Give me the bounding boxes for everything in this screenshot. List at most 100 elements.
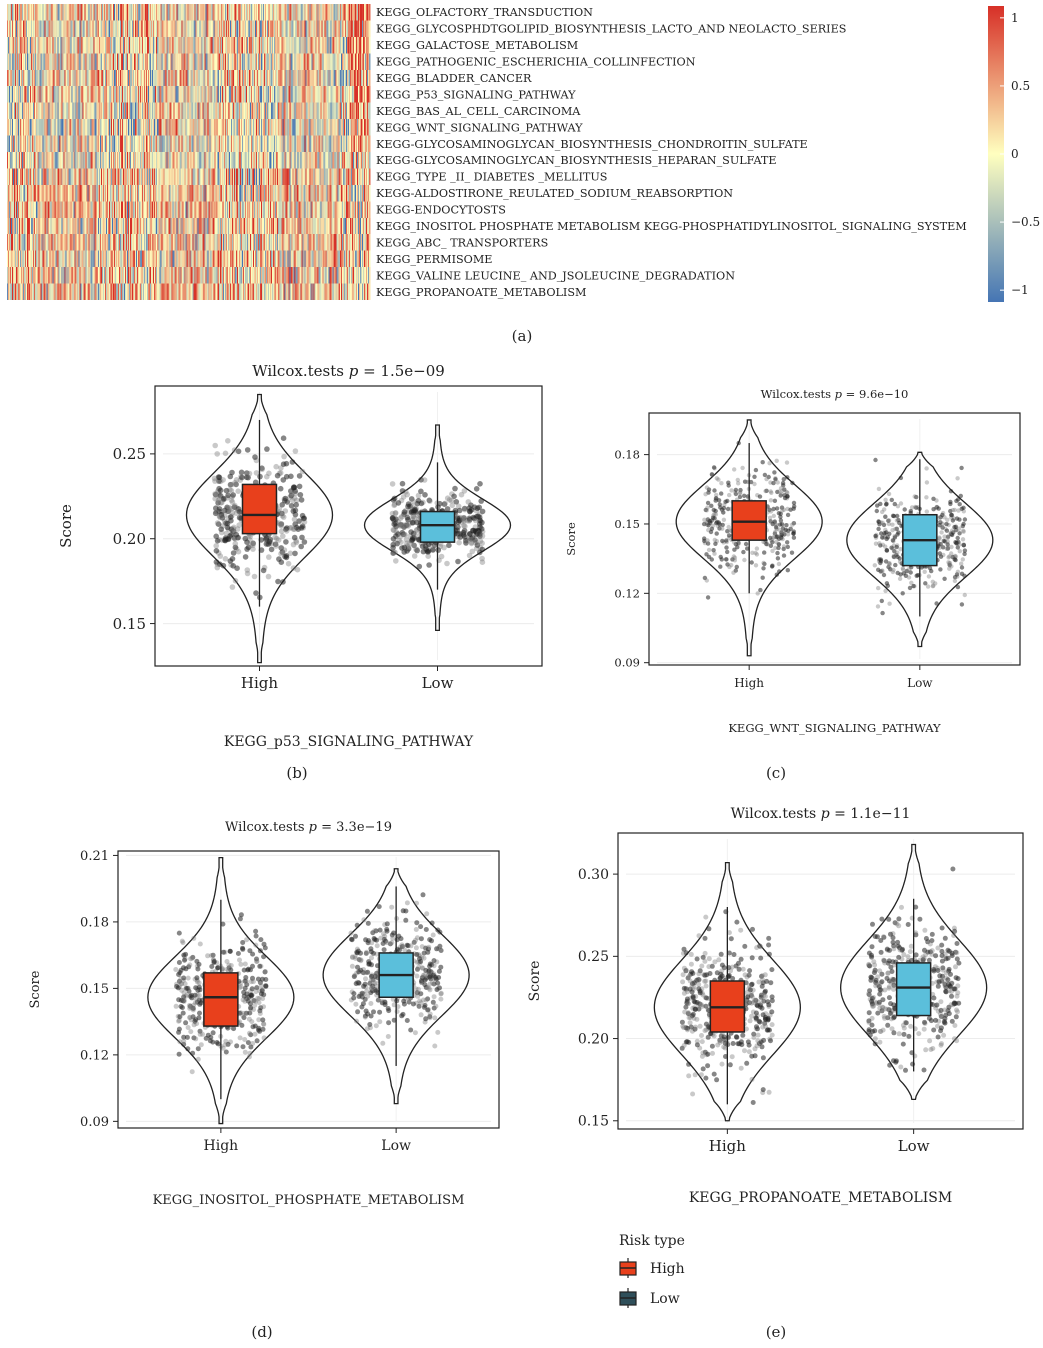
heatmap-cell [22, 135, 24, 153]
heatmap-cell [364, 135, 367, 153]
heatmap-cell [158, 102, 160, 120]
heatmap-cell [250, 36, 252, 54]
heatmap-cell [296, 201, 298, 218]
heatmap-cell [120, 20, 123, 38]
heatmap-cell [258, 36, 260, 54]
heatmap-cell [219, 53, 222, 70]
heatmap-cell [86, 184, 88, 202]
heatmap-cell [73, 201, 75, 218]
heatmap-cell [43, 168, 45, 186]
heatmap-cell [363, 20, 366, 38]
heatmap-cell [141, 217, 143, 235]
heatmap-cell [341, 201, 344, 218]
heatmap-cell [211, 102, 213, 120]
heatmap-cell [195, 217, 197, 235]
heatmap-cell [159, 86, 161, 103]
heatmap-cell [291, 135, 293, 153]
heatmap-cell [193, 36, 195, 54]
heatmap-cell [265, 217, 267, 235]
heatmap-cell [22, 53, 24, 70]
heatmap-cell [333, 119, 336, 136]
heatmap-cell [10, 217, 12, 235]
heatmap-cell [338, 152, 341, 169]
heatmap-cell [310, 53, 312, 70]
heatmap-cell [327, 53, 329, 70]
heatmap-cell [269, 152, 271, 169]
heatmap-cell [140, 4, 142, 21]
heatmap-cell [153, 135, 155, 153]
heatmap-cell [75, 102, 77, 120]
heatmap-cell [79, 86, 81, 103]
heatmap-cell [168, 217, 170, 235]
heatmap-cell [364, 69, 367, 87]
heatmap-cell [65, 152, 67, 169]
heatmap-cell [297, 119, 299, 136]
heatmap-cell [280, 201, 282, 218]
heatmap-cell [190, 217, 192, 235]
heatmap-cell [277, 217, 279, 235]
heatmap-cell [339, 20, 342, 38]
heatmap-cell [281, 102, 283, 120]
heatmap-cell [357, 69, 360, 87]
heatmap-cell [281, 152, 283, 169]
heatmap-cell [76, 20, 78, 38]
heatmap-cell [80, 86, 82, 103]
heatmap-cell [355, 36, 358, 54]
heatmap-cell [302, 217, 304, 235]
heatmap-cell [359, 4, 362, 21]
heatmap-cell [224, 69, 227, 87]
heatmap-cell [81, 201, 83, 218]
heatmap-cell [54, 86, 56, 103]
heatmap-cell [154, 102, 156, 120]
heatmap-cell [152, 53, 154, 70]
heatmap-cell [234, 201, 237, 218]
heatmap-cell [325, 36, 327, 54]
heatmap-cell [343, 152, 346, 169]
heatmap-cell [27, 168, 29, 186]
heatmap-cell [196, 168, 198, 186]
heatmap-cell [141, 86, 143, 103]
heatmap-cell [344, 4, 347, 21]
heatmap-cell [307, 36, 309, 54]
heatmap-cell [142, 102, 144, 120]
heatmap-cell [29, 20, 31, 38]
heatmap-cell [116, 69, 119, 87]
heatmap-cell [84, 86, 86, 103]
heatmap-cell [145, 184, 147, 202]
heatmap-cell [330, 119, 332, 136]
heatmap-cell [306, 168, 308, 186]
heatmap-cell [360, 119, 363, 136]
heatmap-cell [193, 135, 195, 153]
heatmap-cell [32, 168, 34, 186]
heatmap-cell [320, 135, 322, 153]
heatmap-cell [97, 36, 100, 54]
heatmap-cell [15, 86, 17, 103]
heatmap-cell [183, 135, 185, 153]
heatmap-cell [90, 184, 92, 202]
heatmap-cell [88, 168, 90, 186]
heatmap-cell [345, 152, 348, 169]
heatmap-cell [184, 86, 186, 103]
heatmap-cell [255, 201, 257, 218]
heatmap-cell [183, 53, 185, 70]
heatmap-cell [326, 69, 328, 87]
heatmap-cell [293, 4, 295, 21]
heatmap-cell [250, 4, 252, 21]
heatmap-cell [99, 119, 102, 136]
heatmap-cell [21, 86, 23, 103]
heatmap-cell [312, 36, 314, 54]
heatmap-cell [211, 20, 213, 38]
heatmap-cell [219, 86, 222, 103]
heatmap-cell [143, 201, 145, 218]
heatmap-cell [192, 86, 194, 103]
heatmap-cell [18, 69, 20, 87]
heatmap-cell [264, 86, 266, 103]
heatmap-cell [206, 69, 208, 87]
heatmap-cell [84, 184, 86, 202]
heatmap-cell [253, 168, 255, 186]
heatmap-cell [52, 36, 54, 54]
heatmap-cell [169, 201, 171, 218]
heatmap-cell [15, 119, 17, 136]
heatmap-cell [183, 20, 185, 38]
heatmap-cell [95, 86, 98, 103]
